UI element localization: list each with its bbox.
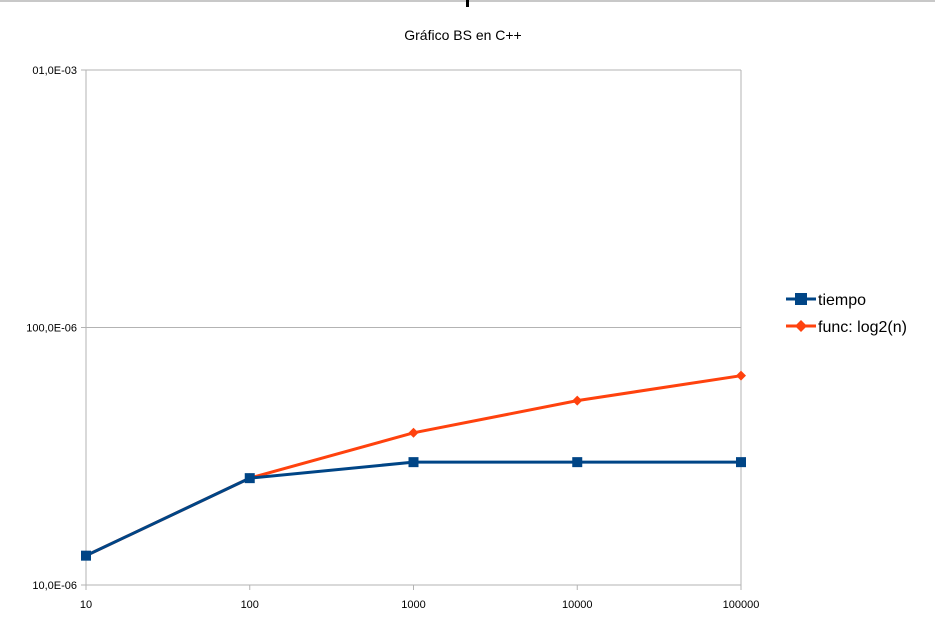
series-group <box>81 370 746 561</box>
data-point-func-log2 <box>572 395 583 406</box>
legend-label-func-log2: func: log2(n) <box>818 319 907 336</box>
axes <box>81 69 742 590</box>
y-tick-label: 01,0E-03 <box>32 65 77 77</box>
x-tick-label: 10 <box>80 599 92 611</box>
x-tick-label: 100000 <box>723 599 760 611</box>
data-point-func-log2 <box>736 370 746 381</box>
data-point-tiempo <box>572 457 583 468</box>
x-tick-label: 100 <box>241 599 259 611</box>
series-line-tiempo <box>85 460 741 558</box>
x-tick-labels: 10 100 1000 10000 100000 <box>80 599 759 611</box>
data-point-tiempo <box>81 550 91 561</box>
data-point-tiempo <box>408 457 419 468</box>
data-point-tiempo <box>736 457 746 468</box>
data-point-tiempo <box>244 473 255 484</box>
legend-label-tiempo: tiempo <box>818 292 866 309</box>
y-tick-labels: 10,0E-06 100,0E-06 01,0E-03 <box>26 65 77 592</box>
chart-title: Gráfico BS en C++ <box>404 27 522 43</box>
top-center-mark <box>466 0 469 7</box>
x-tick-label: 1000 <box>401 599 425 611</box>
x-tick-label: 10000 <box>562 599 593 611</box>
y-tick-label: 10,0E-06 <box>32 580 77 592</box>
legend-marker-tiempo <box>795 293 807 305</box>
y-tick-label: 100,0E-06 <box>26 323 77 335</box>
legend: tiempo func: log2(n) <box>786 292 907 336</box>
legend-marker-func-log2 <box>795 320 807 332</box>
data-point-func-log2 <box>408 427 419 438</box>
